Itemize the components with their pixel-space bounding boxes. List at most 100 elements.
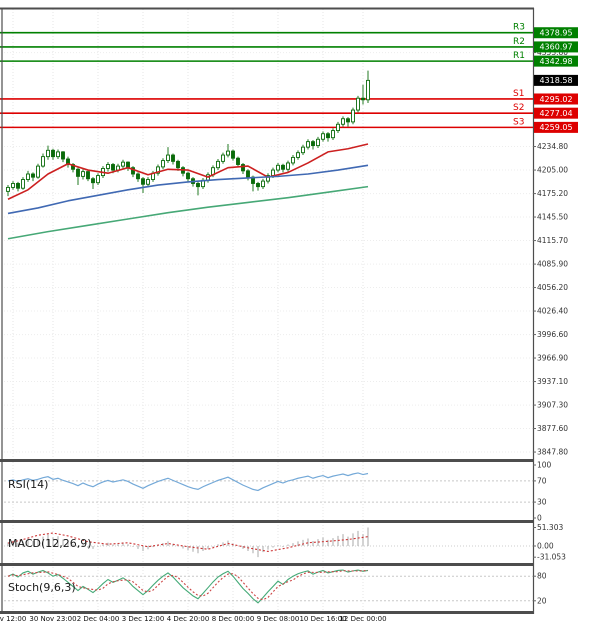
macd-tick-label: 51.303: [537, 523, 563, 532]
candle-body: [16, 183, 20, 189]
candle-body: [41, 156, 45, 167]
time-axis: v 12:00 30 Nov 23:00 2 Dec 04:00 3 Dec 12:0…: [0, 613, 534, 629]
candle-body: [171, 154, 175, 162]
candle-body: [261, 180, 265, 188]
time-axis-label: 4 Dec 20:00: [166, 615, 210, 623]
time-axis-label: 3 Dec 12:00: [121, 615, 165, 623]
candle-body: [86, 171, 90, 180]
price-tick-label: 3847.80: [537, 448, 568, 457]
pivot-price-label: 4342.98: [539, 57, 572, 66]
rsi-line: [7, 472, 369, 492]
candle-body: [341, 118, 345, 125]
candle-body: [81, 171, 85, 177]
candle-body: [136, 173, 140, 180]
pivot-price-label: 4259.05: [539, 123, 572, 132]
price-tick-label: 4175.20: [537, 189, 568, 198]
panel-separator: [0, 611, 534, 614]
pivot-price-box: [534, 55, 578, 67]
candle-body: [176, 160, 180, 169]
panel-separator: [0, 520, 534, 523]
candle-body: [51, 149, 55, 158]
stoch-k-line: [7, 569, 369, 604]
candle-body: [306, 141, 310, 148]
price-tick-label: 4085.90: [537, 260, 568, 269]
candle-body: [346, 118, 350, 123]
current-price-box: [534, 74, 578, 86]
price-tick-label: 3907.30: [537, 401, 568, 410]
pivot-price-box: [534, 27, 578, 39]
candle-body: [291, 156, 295, 164]
price-tick-label: 3877.60: [537, 424, 568, 433]
candle-body: [276, 164, 280, 171]
candle-body: [106, 164, 110, 169]
price-tick-label: 3996.60: [537, 330, 568, 339]
pivot-price-label: 4277.04: [539, 109, 572, 118]
price-tick-label: 4205.00: [537, 166, 568, 175]
time-axis-label: 2 Dec 04:00: [76, 615, 120, 623]
macd-indicator-label: MACD(12,26,9): [8, 537, 92, 550]
price-tick-label: 4115.70: [537, 236, 568, 245]
candle-body: [221, 154, 225, 162]
current-price-label: 4318.58: [539, 76, 572, 85]
price-tick-label: 4353.80: [537, 48, 568, 57]
macd-tick-label: 0.00: [537, 542, 554, 551]
rsi-tick-label: 70: [537, 476, 547, 485]
candle-body: [6, 186, 10, 192]
candle-body: [46, 149, 50, 158]
candle-body: [61, 151, 65, 160]
candle-body: [236, 157, 240, 165]
rsi-indicator-label: RSI(14): [8, 478, 49, 491]
candle-body: [266, 175, 270, 182]
candle-body: [96, 175, 100, 184]
price-tick-label: 4026.40: [537, 307, 568, 316]
candle-body: [156, 166, 160, 174]
pivot-price-box: [534, 93, 578, 105]
time-axis-label: v 12:00: [0, 615, 27, 623]
candle-body: [286, 162, 290, 170]
candle-body: [26, 173, 30, 180]
time-axis-label: 9 Dec 08:00: [256, 615, 300, 623]
ma-fast-red: [7, 143, 369, 200]
pivot-price-box: [534, 121, 578, 133]
pivot-price-box: [534, 41, 578, 53]
ma-medium-blue: [7, 164, 369, 215]
pivot-price-label: 4378.95: [539, 29, 572, 38]
candle-body: [111, 164, 115, 171]
candle-body: [56, 151, 60, 158]
ma-slow-green: [7, 185, 369, 240]
candle-body: [336, 123, 340, 132]
candle-body: [226, 150, 230, 156]
candle-body: [361, 97, 365, 101]
candle-body: [76, 168, 80, 177]
price-tick-label: 3966.90: [537, 354, 568, 363]
candle-body: [271, 169, 275, 177]
candle-body: [231, 150, 235, 159]
price-tick-label: 4056.20: [537, 283, 568, 292]
candle-body: [331, 130, 335, 139]
pivot-level-label: R3: [513, 23, 525, 33]
pivot-level-label: S2: [513, 103, 524, 113]
time-axis-label: 8 Dec 00:00: [211, 615, 255, 623]
candle-body: [311, 141, 315, 147]
candle-body: [356, 97, 360, 111]
candle-body: [166, 154, 170, 162]
candle-body: [146, 179, 150, 185]
stoch-indicator-label: Stoch(9,6,3): [8, 581, 76, 594]
candle-body: [351, 109, 355, 123]
time-axis-label: 10 Dec 16:00: [299, 615, 347, 623]
candle-body: [216, 160, 220, 169]
candle-body: [281, 164, 285, 170]
stoch-tick-label: 80: [537, 572, 547, 581]
price-tick-label: 3937.10: [537, 377, 568, 386]
candle-body: [91, 178, 95, 184]
rsi-tick-label: 0: [537, 514, 542, 523]
panel-separator: [0, 563, 534, 566]
candle-body: [196, 183, 200, 188]
rsi-tick-label: 100: [537, 461, 552, 470]
candle-body: [321, 133, 325, 140]
candle-body: [31, 173, 35, 178]
pivot-level-label: R2: [513, 37, 525, 47]
pivot-level-label: R1: [513, 51, 525, 61]
